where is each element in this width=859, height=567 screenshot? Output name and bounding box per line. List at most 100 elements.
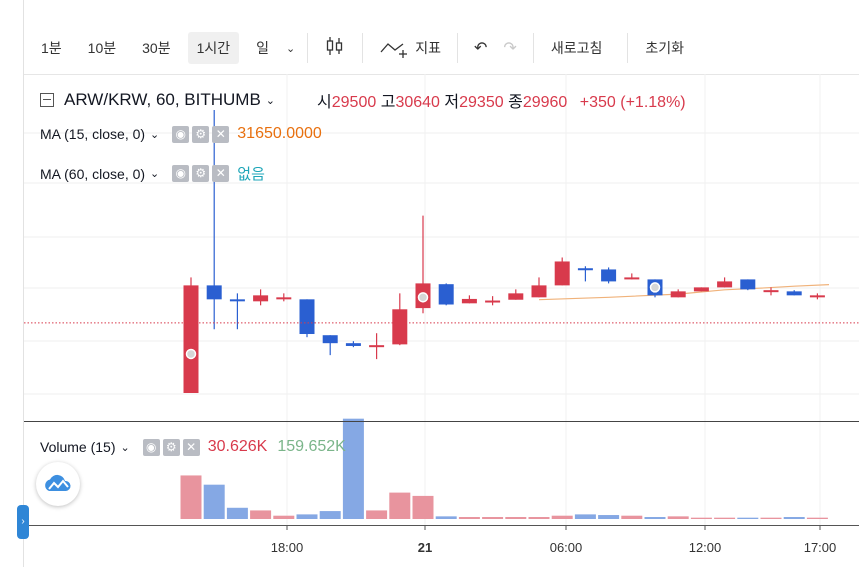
candle-layer <box>183 110 825 393</box>
candle[interactable] <box>763 287 779 296</box>
ma60-gear-icon[interactable]: ⚙ <box>192 165 210 182</box>
candle-body <box>763 290 779 293</box>
x-axis: 18:00 21 06:00 12:00 17:00 <box>271 525 836 555</box>
candle-body <box>485 300 501 303</box>
candle[interactable] <box>693 287 709 292</box>
ma60-eye-icon[interactable]: ◉ <box>172 165 190 182</box>
candle[interactable] <box>253 289 269 306</box>
candle[interactable] <box>508 289 524 300</box>
candle-body <box>299 299 315 335</box>
volume-chevron-down-icon[interactable]: ⌄ <box>120 441 130 454</box>
interval-chevron-down-icon[interactable]: ⌄ <box>286 42 296 55</box>
candle-body <box>717 281 733 288</box>
ma60-close-icon[interactable]: ✕ <box>212 165 230 182</box>
interval-10m[interactable]: 10분 <box>87 40 117 56</box>
ma15-chevron-down-icon[interactable]: ⌄ <box>150 128 160 141</box>
candle[interactable] <box>369 333 385 360</box>
high-label: 고 <box>380 94 396 111</box>
volume-bar <box>435 516 457 519</box>
candle-body <box>577 268 593 271</box>
candle[interactable] <box>229 293 245 330</box>
low-value: 29350 <box>459 94 504 111</box>
side-panel-toggle[interactable]: › <box>17 505 29 539</box>
volume-bar <box>482 517 504 519</box>
indicator-icon <box>380 43 408 58</box>
ma15-eye-icon[interactable]: ◉ <box>172 125 190 143</box>
ma15-label[interactable]: MA (15, close, 0) <box>40 126 146 142</box>
x-tick-label: 12:00 <box>689 540 722 555</box>
volume-label[interactable]: Volume (15) <box>40 439 116 455</box>
ma15-line <box>538 284 830 301</box>
candle[interactable] <box>345 341 361 348</box>
grid <box>24 74 859 525</box>
candle-body <box>786 291 802 296</box>
candle[interactable] <box>183 277 199 393</box>
candle-body <box>392 309 408 345</box>
candle[interactable] <box>461 295 477 304</box>
collapse-icon[interactable] <box>40 93 54 107</box>
candle[interactable] <box>577 266 593 282</box>
trade-marker[interactable] <box>185 348 197 360</box>
symbol-name[interactable]: ARW/KRW, 60, BITHUMB <box>64 90 261 109</box>
toolbar-divider <box>362 33 364 63</box>
volume-value-1: 30.626K <box>207 438 268 455</box>
interval-30m[interactable]: 30분 <box>142 40 171 56</box>
ma60-chevron-down-icon[interactable]: ⌄ <box>150 168 160 180</box>
indicator-button[interactable]: 지표 <box>371 38 449 58</box>
volume-bar <box>296 514 318 519</box>
change-value: +350 (+1.18%) <box>579 94 686 111</box>
candle[interactable] <box>322 335 338 356</box>
candle[interactable] <box>786 290 802 296</box>
volume-bar <box>690 517 712 519</box>
candle[interactable] <box>485 296 501 306</box>
candle[interactable] <box>809 293 825 300</box>
candle[interactable] <box>392 293 408 346</box>
candle-body <box>508 293 524 300</box>
ma60-label[interactable]: MA (60, close, 0) <box>40 165 146 182</box>
ma15-close-icon[interactable]: ✕ <box>212 125 230 143</box>
candle-body <box>461 298 477 304</box>
candle[interactable] <box>438 283 454 306</box>
candle[interactable] <box>206 110 222 330</box>
x-tick-label: 18:00 <box>271 540 304 555</box>
candle[interactable] <box>299 299 315 338</box>
candle[interactable] <box>554 257 570 286</box>
refresh-button[interactable]: 새로고침 <box>550 40 603 56</box>
symbol-chevron-down-icon[interactable]: ⌄ <box>265 94 276 107</box>
candle[interactable] <box>740 279 756 291</box>
interval-1h[interactable]: 1시간 <box>187 32 240 64</box>
reset-button[interactable]: 초기화 <box>645 40 684 56</box>
toolbar-divider <box>627 33 629 63</box>
volume-bar <box>783 517 805 519</box>
volume-bar <box>458 517 480 519</box>
candle[interactable] <box>670 289 686 298</box>
volume-bar <box>226 507 248 519</box>
candle[interactable] <box>601 267 617 284</box>
volume-eye-icon[interactable]: ◉ <box>142 438 160 456</box>
volume-bar <box>366 510 388 519</box>
trade-marker[interactable] <box>417 292 429 303</box>
redo-icon[interactable]: ↷ <box>503 40 517 57</box>
candle-body <box>322 335 338 344</box>
candle-body <box>183 285 199 393</box>
volume-close-icon[interactable]: ✕ <box>182 438 200 456</box>
trade-marker[interactable] <box>649 282 661 293</box>
candle[interactable] <box>531 277 547 298</box>
ma15-value: 31650.0000 <box>237 125 322 142</box>
candle[interactable] <box>276 293 292 302</box>
candle-body <box>809 295 825 298</box>
interval-day[interactable]: 일 <box>256 40 270 56</box>
volume-legend: Volume (15) ⌄ ◉ ⚙ ✕ 30.626K 159.652K <box>40 438 346 456</box>
volume-gear-icon[interactable]: ⚙ <box>162 438 180 456</box>
candle[interactable] <box>624 273 640 280</box>
candlestick-icon[interactable] <box>316 35 354 62</box>
undo-icon[interactable]: ↶ <box>474 40 488 57</box>
tradingview-logo[interactable] <box>36 462 80 506</box>
candle-body <box>531 285 547 298</box>
interval-1m[interactable]: 1분 <box>41 40 62 56</box>
candle-body <box>345 343 361 346</box>
ma15-gear-icon[interactable]: ⚙ <box>192 125 210 143</box>
volume-bar <box>203 484 225 519</box>
candle[interactable] <box>717 277 733 288</box>
